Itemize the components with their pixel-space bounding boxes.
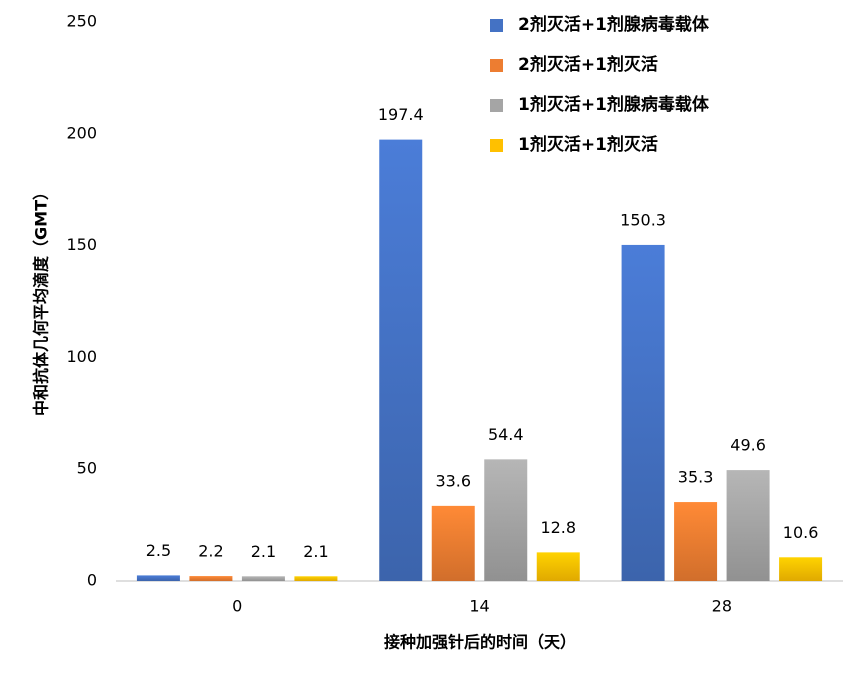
- value-label: 2.1: [251, 542, 276, 561]
- x-tick-label: 0: [232, 597, 242, 616]
- legend-swatch: [490, 99, 503, 112]
- bar: [726, 470, 770, 581]
- y-tick-label: 250: [66, 12, 97, 31]
- y-axis-title: 中和抗体几何平均滴度（GMT）: [32, 184, 51, 416]
- legend-label: 2剂灭活+1剂腺病毒载体: [518, 14, 710, 35]
- legend-label: 1剂灭活+1剂灭活: [518, 134, 658, 155]
- value-label: 12.8: [540, 518, 576, 537]
- bar: [779, 557, 823, 581]
- legend-swatch: [490, 139, 503, 152]
- bar: [674, 502, 718, 581]
- bar: [379, 139, 423, 582]
- value-label: 10.6: [783, 523, 819, 542]
- legend-label: 1剂灭活+1剂腺病毒载体: [518, 94, 710, 115]
- value-label: 2.1: [303, 542, 328, 561]
- bar: [241, 576, 285, 581]
- x-tick-label: 28: [712, 597, 732, 616]
- value-label: 49.6: [730, 436, 766, 455]
- value-label: 35.3: [678, 468, 714, 487]
- y-tick-label: 100: [66, 347, 97, 366]
- legend-swatch: [490, 59, 503, 72]
- legend-label: 2剂灭活+1剂灭活: [518, 54, 658, 75]
- y-tick-label: 200: [66, 123, 97, 142]
- bar: [484, 459, 528, 581]
- value-label: 54.4: [488, 425, 524, 444]
- value-label: 2.5: [146, 541, 171, 560]
- x-axis-title: 接种加强针后的时间（天）: [384, 633, 576, 652]
- x-tick-label: 14: [469, 597, 489, 616]
- bar: [189, 576, 233, 581]
- bar: [431, 505, 475, 581]
- bar: [621, 244, 665, 581]
- legend-swatch: [490, 19, 503, 32]
- value-label: 197.4: [378, 105, 424, 124]
- value-label: 2.2: [198, 542, 223, 561]
- bar: [536, 552, 580, 581]
- y-tick-label: 50: [77, 459, 97, 478]
- bar: [136, 575, 180, 581]
- y-tick-label: 150: [66, 235, 97, 254]
- value-label: 33.6: [435, 471, 471, 490]
- bar: [294, 576, 338, 581]
- y-tick-label: 0: [87, 571, 97, 590]
- value-label: 150.3: [620, 210, 666, 229]
